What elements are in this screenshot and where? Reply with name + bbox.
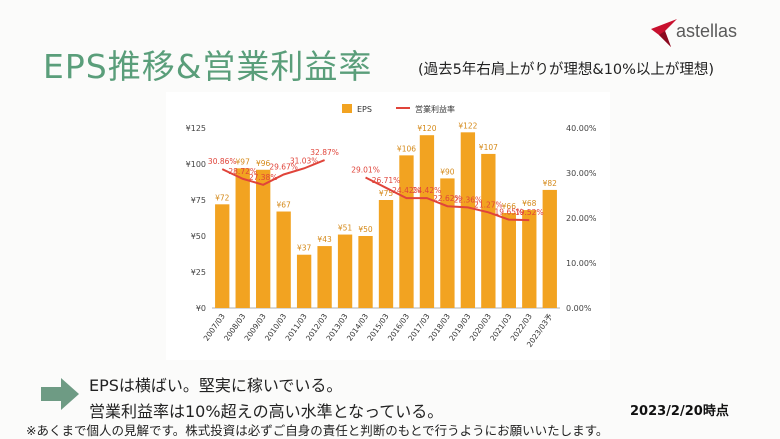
eps-bar (358, 236, 373, 308)
legend-label-margin: 営業利益率 (415, 104, 455, 114)
y-left-tick-label: ¥25 (191, 268, 206, 277)
y-right-tick-label: 20.00% (566, 214, 597, 223)
eps-bar-label: ¥43 (317, 235, 332, 244)
eps-bar-label: ¥90 (440, 167, 455, 176)
page-subtitle: (過去5年右肩上がりが理想&10%以上が理想) (418, 62, 715, 78)
eps-chart: EPS 営業利益率 ¥0 ¥25 ¥50 ¥75 ¥100 ¥125 0.00% 10.00% 20… (186, 104, 597, 349)
margin-point-label: 29.67% (269, 162, 298, 171)
eps-bar (481, 153, 496, 308)
margin-point-label: 29.01% (351, 165, 380, 174)
margin-point-label: 22.36% (454, 195, 483, 204)
eps-bar-label: ¥66 (502, 202, 517, 211)
eps-bar (317, 246, 332, 308)
disclaimer: ※あくまで個人の見解です。株式投資は必ずご自身の責任と判断のもとで行うようにお願… (26, 423, 609, 438)
eps-bar-label: ¥120 (417, 124, 436, 133)
eps-bar (542, 189, 557, 308)
legend-label-eps: EPS (357, 105, 372, 114)
eps-bar (276, 211, 291, 308)
y-left-tick-label: ¥0 (196, 304, 206, 313)
y-right-tick-label: 30.00% (566, 169, 597, 178)
eps-bar (501, 212, 516, 308)
margin-point-label: 24.42% (413, 186, 442, 195)
eps-bar (399, 155, 414, 308)
page-title: EPS推移&営業利益率 (43, 47, 373, 86)
logo-wordmark: astellas (676, 21, 738, 41)
y-right-tick-label: 40.00% (566, 124, 597, 133)
eps-bar (215, 204, 230, 308)
margin-point-label: 21.27% (474, 200, 503, 209)
y-left-tick-label: ¥100 (186, 160, 206, 169)
eps-bar-label: ¥68 (522, 199, 537, 208)
legend-swatch-eps (342, 104, 352, 113)
eps-bar-label: ¥67 (276, 201, 291, 210)
margin-point-label: 26.71% (372, 176, 401, 185)
eps-bar (296, 254, 312, 308)
comment-eps: EPSは横ばい。堅実に稼いでいる。 (89, 376, 343, 395)
y-right-tick-label: 10.00% (566, 259, 597, 268)
margin-line (221, 159, 325, 186)
eps-bar-label: ¥97 (236, 157, 251, 166)
eps-bar-label: ¥75 (379, 189, 394, 198)
eps-bar-label: ¥96 (256, 159, 271, 168)
margin-point-label: 27.38% (249, 173, 278, 182)
eps-bar (256, 169, 271, 308)
eps-bar (460, 132, 476, 308)
margin-point-label: 31.03% (290, 156, 319, 165)
eps-bar (337, 234, 353, 308)
eps-bar (419, 135, 435, 308)
y-right-tick-label: 0.00% (566, 304, 592, 313)
margin-point-label: 24.42% (392, 186, 421, 195)
eps-bar (522, 210, 537, 308)
y-left-tick-label: ¥75 (191, 196, 206, 205)
arrow-right-icon (41, 378, 79, 410)
as-of-date: 2023/2/20時点 (630, 404, 729, 419)
eps-bar-label: ¥82 (543, 179, 558, 188)
logo-star-icon (651, 19, 677, 47)
eps-bar-label: ¥107 (479, 143, 498, 152)
margin-point-label: 19.65% (495, 208, 524, 217)
margin-point-label: 32.87% (310, 148, 339, 157)
margin-point-label: 19.52% (515, 208, 544, 217)
margin-point-label: 30.86% (208, 157, 237, 166)
eps-bar-label: ¥51 (338, 224, 353, 233)
eps-bar (440, 178, 455, 308)
eps-bar-label: ¥37 (297, 244, 312, 253)
eps-bar-label: ¥50 (358, 225, 373, 234)
eps-bar (378, 200, 394, 308)
margin-point-label: 22.62% (433, 194, 462, 203)
company-logo: astellas (649, 15, 761, 51)
eps-chart-card: EPS 営業利益率 ¥0 ¥25 ¥50 ¥75 ¥100 ¥125 0.00% 10.00% 20… (166, 92, 610, 360)
margin-point-label: 28.72% (228, 167, 257, 176)
eps-bar (235, 168, 250, 308)
y-left-tick-label: ¥125 (186, 124, 206, 133)
comment-margin: 営業利益率は10%超えの高い水準となっている。 (89, 402, 444, 421)
eps-bar-label: ¥72 (215, 193, 230, 202)
eps-bar-label: ¥122 (458, 121, 477, 130)
eps-bar-label: ¥106 (397, 144, 416, 153)
y-left-tick-label: ¥50 (191, 232, 206, 241)
margin-line (365, 176, 530, 222)
